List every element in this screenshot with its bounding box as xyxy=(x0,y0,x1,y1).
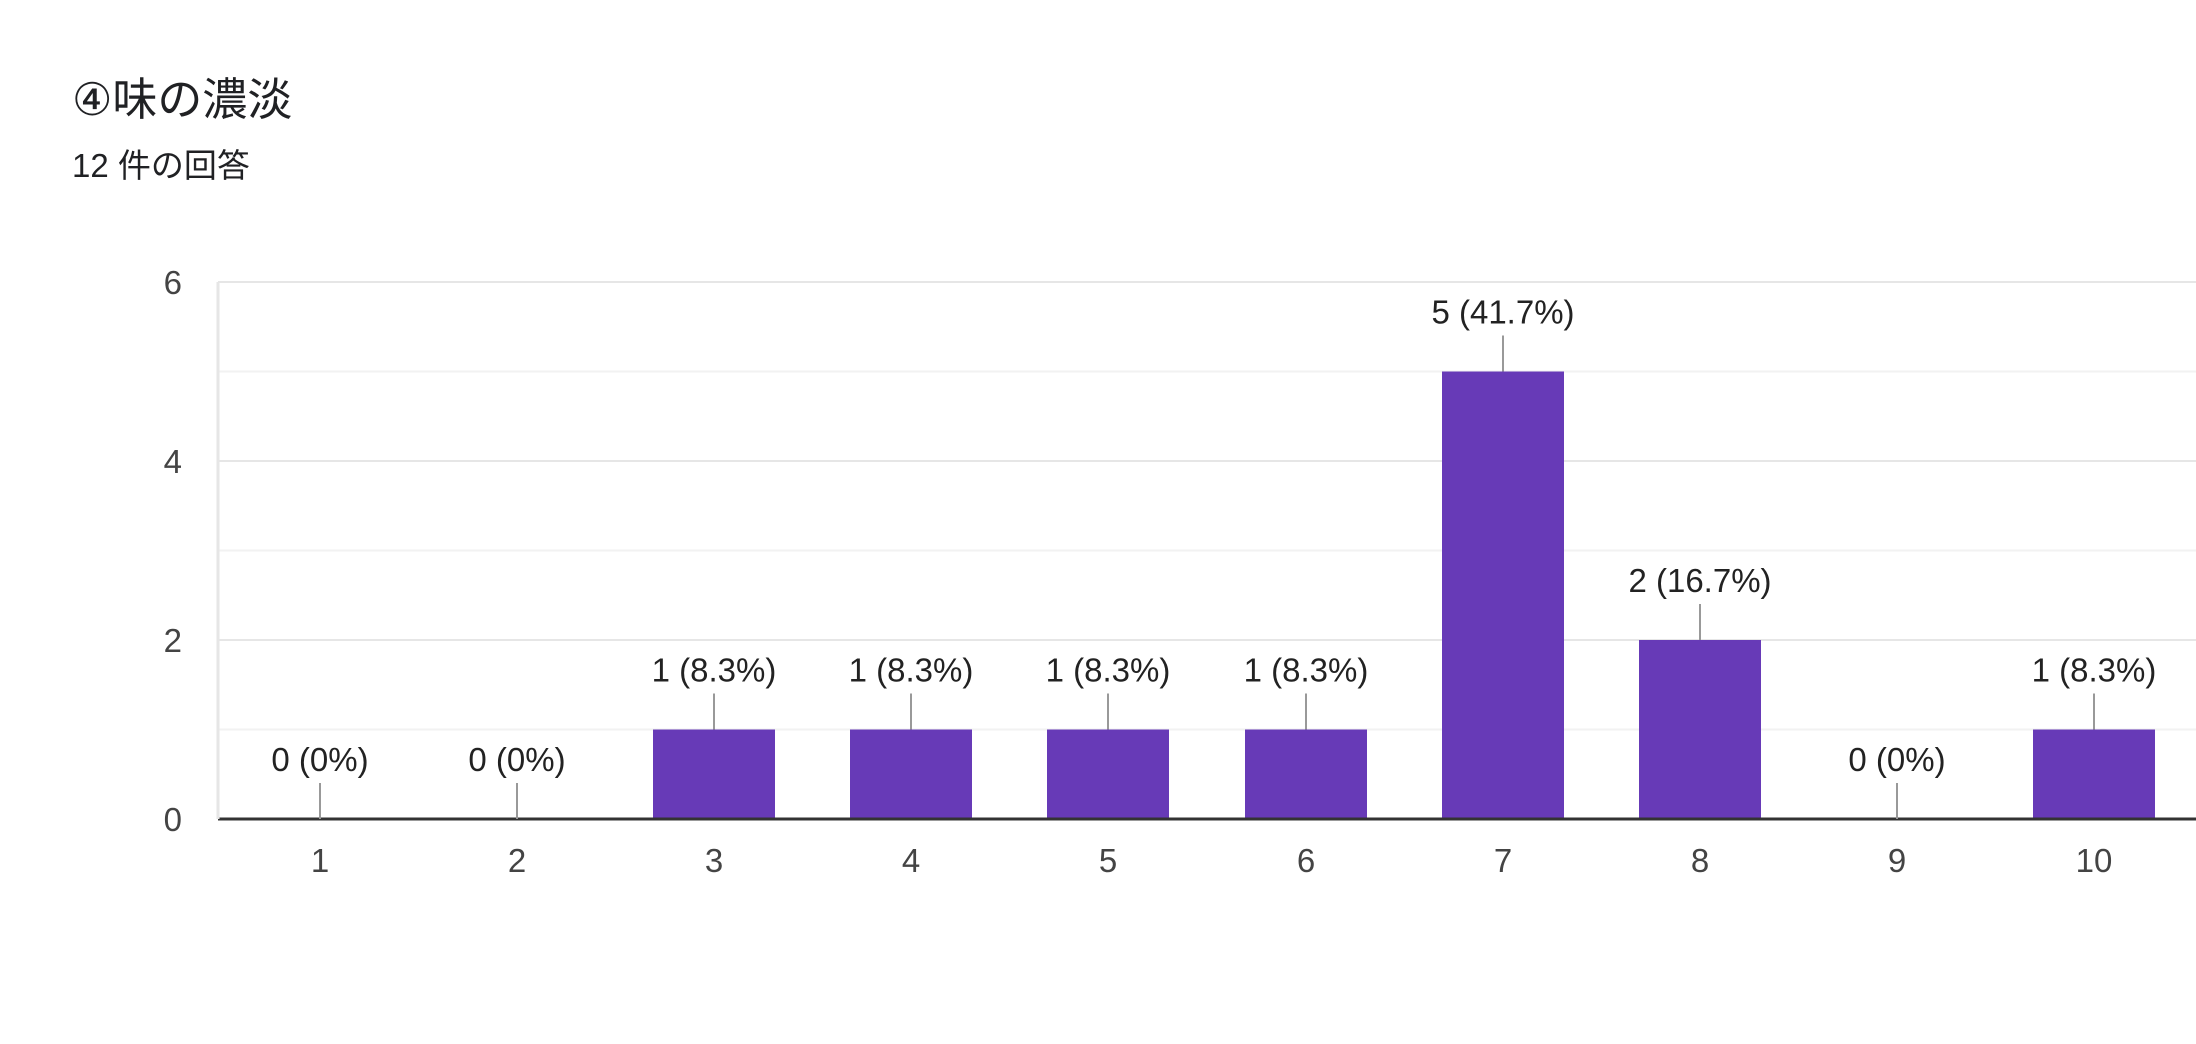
x-tick-label: 5 xyxy=(1099,842,1117,879)
bar-5 xyxy=(1047,729,1169,819)
x-tick-label: 8 xyxy=(1691,842,1709,879)
x-tick-label: 6 xyxy=(1297,842,1315,879)
data-label-5: 1 (8.3%) xyxy=(1046,652,1171,689)
bar-10 xyxy=(2033,729,2155,819)
x-tick-label: 9 xyxy=(1888,842,1906,879)
data-label-1: 0 (0%) xyxy=(271,741,368,778)
y-tick-label: 6 xyxy=(164,264,182,301)
x-axis-ticks: 1 2 3 4 5 6 7 8 9 10 xyxy=(311,842,2113,879)
x-tick-label: 10 xyxy=(2076,842,2113,879)
response-count: 12 件の回答 xyxy=(72,147,250,184)
bar-3 xyxy=(653,729,775,819)
y-axis-ticks: 0 2 4 6 xyxy=(164,264,182,838)
data-label-6: 1 (8.3%) xyxy=(1244,652,1369,689)
x-tick-label: 3 xyxy=(705,842,723,879)
chart-title: ④味の濃淡 xyxy=(72,74,293,125)
y-tick-label: 4 xyxy=(164,443,182,480)
data-label-2: 0 (0%) xyxy=(468,741,565,778)
x-tick-label: 7 xyxy=(1494,842,1512,879)
data-label-10: 1 (8.3%) xyxy=(2032,652,2157,689)
data-label-4: 1 (8.3%) xyxy=(849,652,974,689)
bar-8 xyxy=(1639,640,1761,819)
data-label-3: 1 (8.3%) xyxy=(652,652,777,689)
grid-lines xyxy=(218,281,2196,731)
data-label-8: 2 (16.7%) xyxy=(1628,562,1771,599)
data-label-9: 0 (0%) xyxy=(1848,741,1945,778)
bars xyxy=(653,371,2155,819)
data-labels: 0 (0%) 0 (0%) 1 (8.3%) 1 (8.3%) 1 (8.3%) 1 (8… xyxy=(271,294,2156,779)
data-label-leaders xyxy=(319,335,2095,819)
x-tick-label: 4 xyxy=(902,842,920,879)
bar-7 xyxy=(1442,371,1564,819)
bar-4 xyxy=(850,729,972,819)
data-label-7: 5 (41.7%) xyxy=(1431,294,1574,331)
y-tick-label: 0 xyxy=(164,801,182,838)
x-tick-label: 2 xyxy=(508,842,526,879)
bar-6 xyxy=(1245,729,1367,819)
x-tick-label: 1 xyxy=(311,842,329,879)
y-tick-label: 2 xyxy=(164,622,182,659)
